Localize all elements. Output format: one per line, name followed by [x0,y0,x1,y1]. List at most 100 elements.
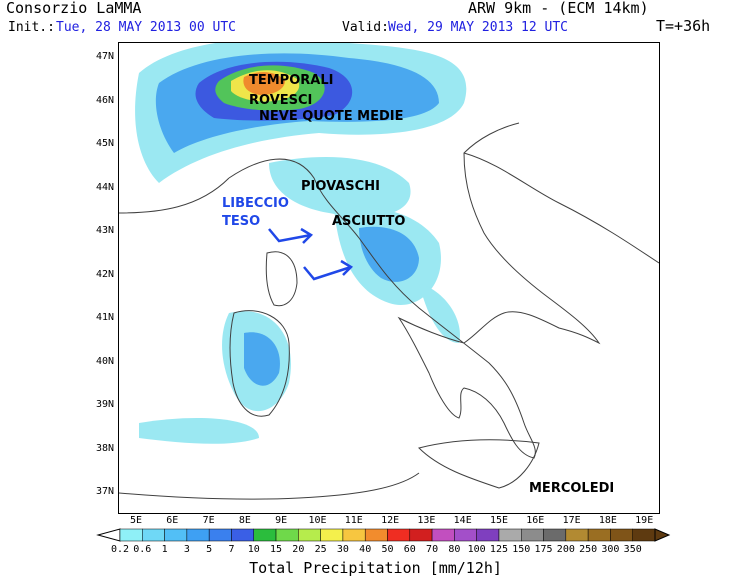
legend-swatch [431,528,455,542]
precip-ligurian [269,157,411,217]
lon-label: 8E [238,515,251,526]
legend-swatch [454,528,477,542]
lat-label: 45N [95,138,114,149]
lat-label: 38N [95,442,114,454]
lat-label: 40N [95,355,114,367]
legend-tick-label: 0.2 [110,544,130,555]
wind-arrow-upper [268,228,312,243]
valid-value: Wed, 29 MAY 2013 12 UTC [388,20,569,35]
legend-tick-label: 250 [579,544,598,555]
legend-swatch [142,528,165,542]
legend-swatch [231,528,254,542]
label-day: MERCOLEDI [529,481,615,496]
legend-tick-label: 30 [336,544,349,555]
legend-swatch [498,528,522,542]
precip-tuscany-mid [359,226,419,282]
lon-label: 6E [166,515,179,526]
lon-label: 14E [453,515,472,526]
legend-swatch [298,528,321,542]
label-libeccio: LIBECCIO [222,196,289,211]
legend-swatch [208,528,232,542]
org-title: Consorzio LaMMA [6,0,142,17]
precip-alps-orange [243,72,285,95]
legend-swatch [521,528,544,542]
lon-label: 18E [598,515,617,526]
valid-label: Valid: [342,20,389,35]
lon-label: 15E [489,515,509,526]
init-label: Init.: [8,20,55,35]
sardinia-coast [229,310,290,417]
legend-tick-label: 50 [381,544,394,555]
precip-tyrrhenian [139,418,259,444]
legend-tick-label: 70 [426,544,439,555]
wind-arrow-lower-head [340,259,354,276]
sicily-coast [418,439,540,489]
legend-swatch [476,528,500,542]
legend-swatch [164,528,188,542]
legend-swatch [320,528,344,542]
france-coast [119,177,230,214]
legend-colorbar [96,528,671,542]
label-teso: TESO [222,214,261,229]
legend-tick-label: 100 [467,544,486,555]
legend-tick-label: 40 [359,544,372,555]
legend-under-arrow [96,528,121,542]
legend-over-arrow [654,528,671,542]
africa-coast [119,472,420,500]
legend-swatch [565,528,589,542]
legend-tick-label: 300 [601,544,620,555]
legend-tick-label: 3 [183,544,190,555]
label-piovaschi: PIOVASCHI [301,179,380,194]
lat-label: 47N [95,51,114,62]
legend-swatch [632,528,656,542]
label-asciutto: ASCIUTTO [332,214,406,229]
legend-title: Total Precipitation [mm/12h] [249,559,502,577]
legend-tick-label: 80 [448,544,461,555]
legend-tick-label: 1 [161,544,168,555]
lat-label: 37N [95,486,114,497]
legend-tick-label: 25 [314,544,327,555]
lon-label: 16E [526,515,545,526]
legend-tick-label: 20 [292,544,305,555]
lat-label: 42N [95,268,114,280]
balkan-coast [463,152,659,264]
legend-swatch [364,528,388,542]
legend-tick-label: 175 [534,544,553,555]
legend-swatch [610,528,633,542]
model-title: ARW 9km - (ECM 14km) [468,0,649,17]
legend-tick-label: 15 [270,544,283,555]
wind-arrow-lower [303,265,352,281]
corsica-coast [265,251,298,307]
legend-tick-label: 125 [489,544,508,555]
legend-tick-label: 350 [623,544,642,555]
legend-swatch [253,528,277,542]
italy-coast [228,122,601,459]
legend-swatch [342,528,366,542]
legend-swatch [543,528,567,542]
init-value: Tue, 28 MAY 2013 00 UTC [56,20,237,35]
precipitation-map: TEMPORALI ROVESCI NEVE QUOTE MEDIE PIOVA… [118,42,660,514]
legend-swatch [119,528,143,542]
precip-apennine [419,283,460,343]
lon-label: 19E [635,515,654,526]
coastlines [119,122,659,500]
legend-tick-label: 10 [247,544,260,555]
label-neve: NEVE QUOTE MEDIE [259,109,404,124]
legend-tick-label: 7 [228,544,235,555]
lat-label: 39N [95,399,114,410]
lat-label: 43N [95,225,114,236]
precipitation-field [135,43,467,444]
legend-swatch [275,528,299,542]
label-rovesci: ROVESCI [249,93,313,108]
legend-swatch [186,528,210,542]
wind-arrows [268,227,354,281]
lon-label: 12E [381,515,400,526]
legend-swatch [387,528,411,542]
legend-tick-label: 60 [403,544,416,555]
lon-label: 7E [202,515,215,526]
lat-label: 44N [95,181,114,193]
lead-time: T=+36h [656,17,711,35]
label-temporali: TEMPORALI [249,73,334,88]
lat-label: 41N [95,312,114,323]
legend-swatch [587,528,611,542]
